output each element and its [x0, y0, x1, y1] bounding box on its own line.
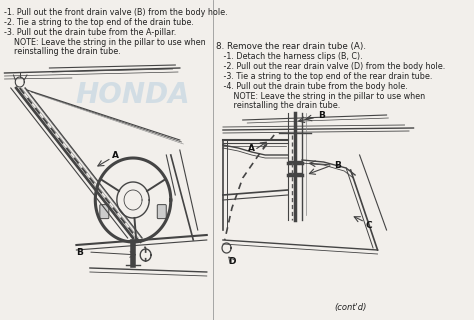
Text: B: B	[319, 110, 325, 119]
Text: -1. Pull out the front drain valve (B) from the body hole.: -1. Pull out the front drain valve (B) f…	[4, 8, 227, 17]
Text: reinstalling the drain tube.: reinstalling the drain tube.	[216, 101, 340, 110]
FancyBboxPatch shape	[157, 204, 166, 219]
Text: reinstalling the drain tube.: reinstalling the drain tube.	[4, 47, 120, 56]
Text: NOTE: Leave the string in the pillar to use when: NOTE: Leave the string in the pillar to …	[216, 92, 425, 101]
Text: D: D	[228, 258, 236, 267]
Text: B: B	[76, 247, 82, 257]
Text: (cont'd): (cont'd)	[334, 303, 367, 312]
Text: A: A	[248, 143, 255, 153]
Text: -1. Detach the harness clips (B, C).: -1. Detach the harness clips (B, C).	[216, 52, 362, 61]
Text: HONDA: HONDA	[76, 81, 191, 109]
Text: A: A	[111, 150, 118, 159]
Text: C: C	[365, 220, 372, 229]
Text: -3. Tie a string to the top end of the rear drain tube.: -3. Tie a string to the top end of the r…	[216, 72, 432, 81]
Text: NOTE: Leave the string in the pillar to use when: NOTE: Leave the string in the pillar to …	[4, 38, 205, 47]
Text: 8. Remove the rear drain tube (A).: 8. Remove the rear drain tube (A).	[216, 42, 366, 51]
Text: -2. Tie a string to the top end of the drain tube.: -2. Tie a string to the top end of the d…	[4, 18, 193, 27]
Text: -2. Pull out the rear drain valve (D) from the body hole.: -2. Pull out the rear drain valve (D) fr…	[216, 62, 445, 71]
Text: -4. Pull out the drain tube from the body hole.: -4. Pull out the drain tube from the bod…	[216, 82, 408, 91]
Text: B: B	[334, 161, 340, 170]
FancyBboxPatch shape	[100, 204, 109, 219]
Text: -3. Pull out the drain tube from the A-pillar.: -3. Pull out the drain tube from the A-p…	[4, 28, 176, 37]
